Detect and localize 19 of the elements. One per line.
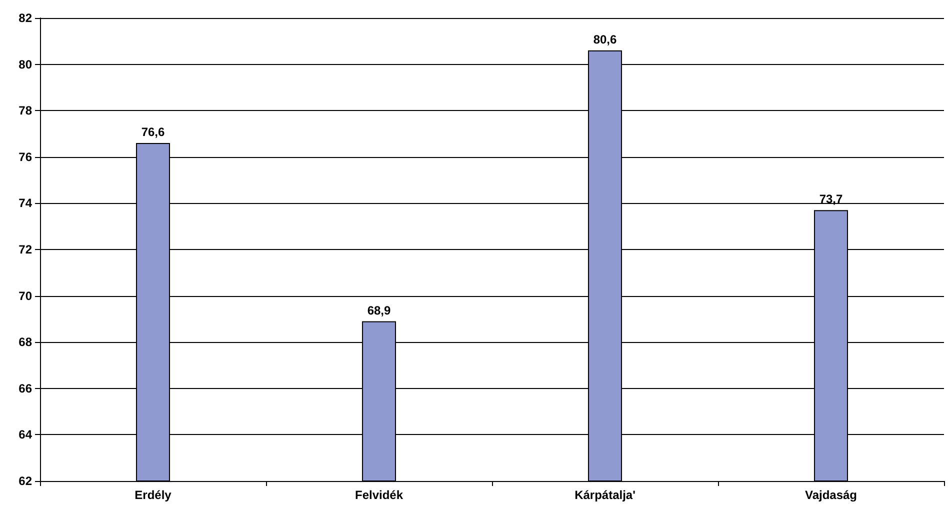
- y-tick-label: 72: [18, 242, 32, 256]
- y-tick-label: 66: [18, 381, 32, 396]
- y-tick-label: 62: [18, 474, 32, 488]
- y-tick-label: 76: [18, 150, 32, 164]
- x-tick-label: Felvidék: [354, 488, 404, 502]
- data-label: 68,9: [367, 303, 391, 318]
- x-tick-label: Erdély: [134, 488, 172, 502]
- y-tick-label: 70: [18, 288, 32, 303]
- data-label: 73,7: [819, 192, 843, 206]
- y-tick-label: 80: [18, 57, 32, 72]
- data-label: 80,6: [593, 32, 617, 46]
- data-label: 76,6: [141, 125, 165, 140]
- x-tick-label: Kárpátalja': [574, 488, 636, 502]
- y-tick-label: 78: [18, 104, 32, 118]
- y-tick-label: 82: [18, 11, 32, 25]
- y-tick-label: 64: [18, 428, 32, 442]
- x-tick-label: Vajdaság: [804, 488, 858, 502]
- y-tick-label: 68: [18, 335, 32, 350]
- y-tick-label: 74: [18, 196, 32, 210]
